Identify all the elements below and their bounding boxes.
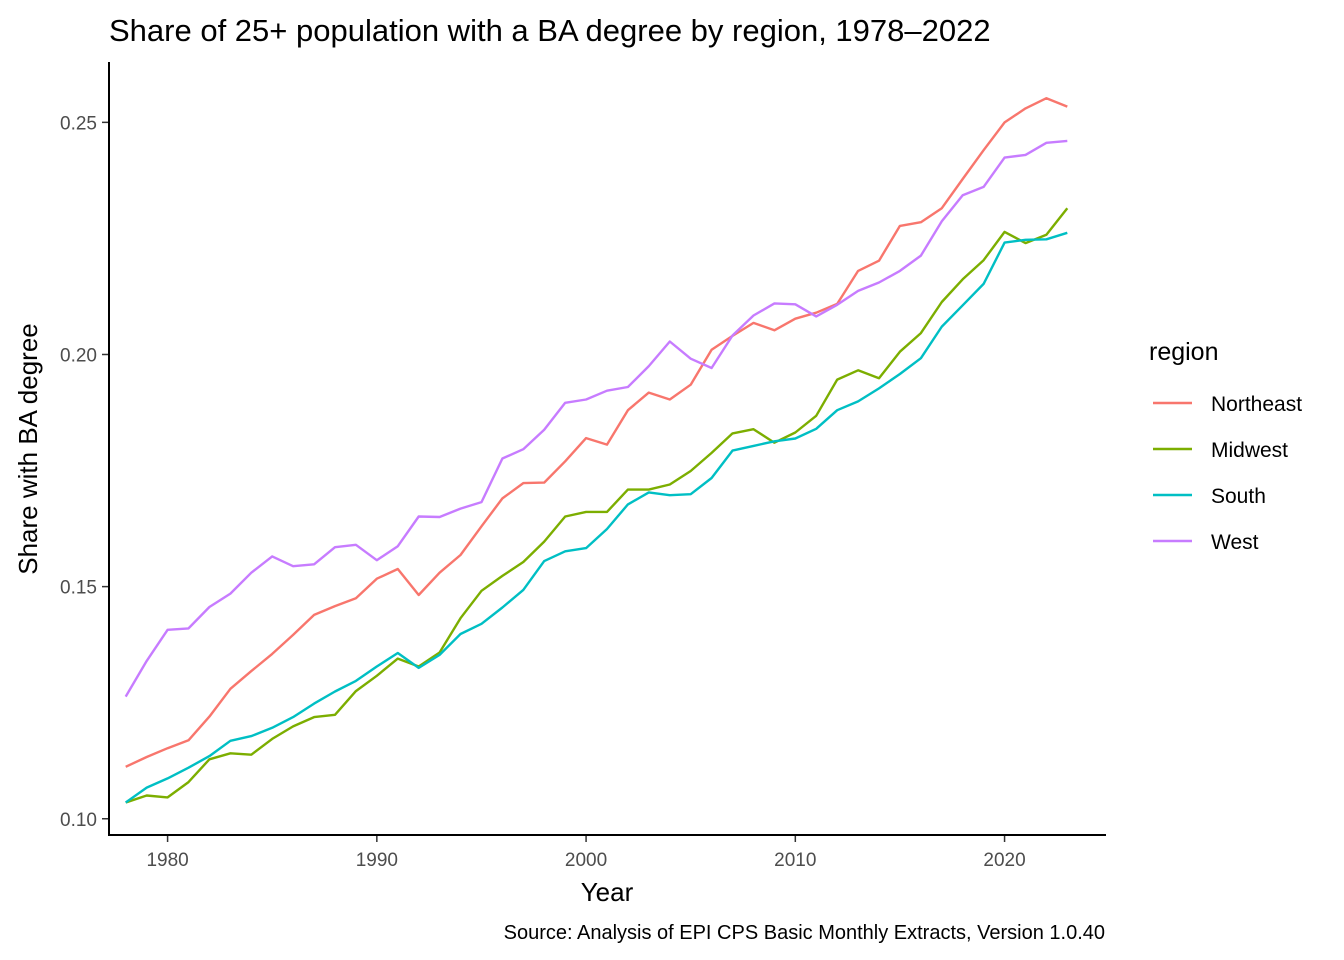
x-tick-label: 2020 bbox=[983, 850, 1025, 871]
legend-label-northeast: Northeast bbox=[1211, 393, 1302, 416]
y-axis-ticks: 0.10 0.15 0.20 0.25 bbox=[60, 113, 109, 831]
y-tick-label: 0.25 bbox=[60, 113, 97, 134]
x-tick-label: 2010 bbox=[774, 850, 816, 871]
y-tick-label: 0.10 bbox=[60, 810, 97, 831]
legend-title: region bbox=[1149, 338, 1219, 366]
y-tick-label: 0.20 bbox=[60, 345, 97, 366]
x-tick-label: 1980 bbox=[146, 850, 188, 871]
x-axis-title: Year bbox=[581, 877, 634, 907]
series-lines bbox=[124, 96, 1069, 804]
x-tick-label: 2000 bbox=[565, 850, 607, 871]
series-line-northeast bbox=[125, 96, 1068, 768]
series-line-south bbox=[125, 231, 1068, 804]
legend-label-south: South bbox=[1211, 485, 1266, 508]
legend-label-midwest: Midwest bbox=[1211, 439, 1288, 462]
x-tick-label: 1990 bbox=[356, 850, 398, 871]
y-axis-title: Share with BA degree bbox=[13, 323, 43, 575]
chart-title: Share of 25+ population with a BA degree… bbox=[109, 13, 991, 48]
legend-label-west: West bbox=[1211, 531, 1259, 554]
source-caption: Source: Analysis of EPI CPS Basic Monthl… bbox=[504, 922, 1105, 944]
series-line-west bbox=[124, 139, 1068, 698]
y-tick-label: 0.15 bbox=[60, 578, 97, 599]
legend: region Northeast Midwest South West bbox=[1149, 338, 1302, 554]
series-line-midwest bbox=[125, 207, 1069, 804]
x-axis-ticks: 1980 1990 2000 2010 2020 bbox=[146, 835, 1026, 871]
